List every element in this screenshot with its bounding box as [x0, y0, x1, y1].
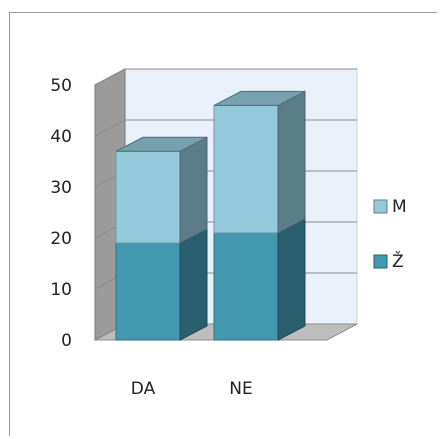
bar-front: [115, 150, 181, 244]
gridline: [94, 68, 357, 86]
bar-top: [115, 136, 208, 152]
y-tick-label: 20: [50, 229, 72, 249]
bar-segment: [115, 228, 208, 341]
legend-item: Ž: [373, 250, 404, 272]
legend-swatch: [373, 254, 388, 269]
y-tick-label: 50: [50, 76, 72, 96]
bar-front: [115, 242, 181, 341]
x-axis: DA NE: [131, 379, 253, 399]
bar-segment: [213, 218, 306, 341]
bar-side: [179, 228, 208, 341]
legend-swatch: [373, 199, 388, 214]
chart-frame: [9, 12, 437, 436]
legend: MŽ: [373, 197, 407, 272]
bars: [115, 90, 306, 341]
bar-side: [277, 218, 306, 341]
bar-segment: [213, 90, 306, 234]
bar-front: [213, 232, 279, 341]
x-tick-label: NE: [229, 379, 252, 399]
bar-top: [213, 90, 306, 106]
y-tick-label: 0: [61, 331, 72, 351]
bar-segment: [115, 136, 208, 244]
bar-side: [179, 136, 208, 244]
y-tick-label: 40: [50, 127, 72, 147]
y-tick-label: 30: [50, 178, 72, 198]
legend-item: M: [373, 197, 407, 217]
legend-label: Ž: [392, 250, 404, 272]
y-axis: 0 10 20 30 40 50: [50, 76, 72, 351]
y-tick-label: 10: [50, 280, 72, 300]
x-tick-label: DA: [131, 379, 156, 399]
bar-side: [277, 90, 306, 234]
bar-front: [213, 104, 279, 234]
legend-label: M: [392, 197, 407, 217]
